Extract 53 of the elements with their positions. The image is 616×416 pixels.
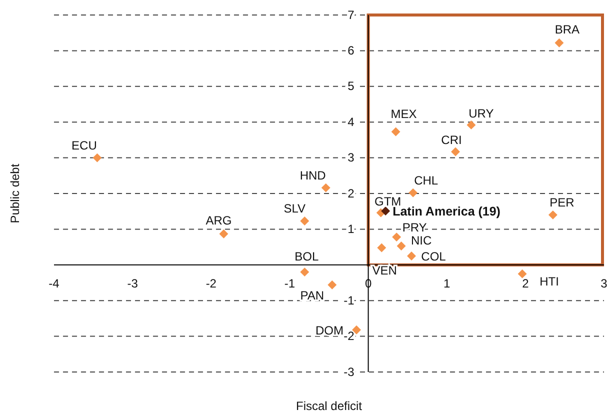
annotation: PER xyxy=(550,195,575,210)
annotation: PAN xyxy=(300,288,324,302)
point xyxy=(396,242,406,250)
point xyxy=(392,232,402,242)
annotation: ECU xyxy=(72,138,97,152)
point xyxy=(219,229,228,238)
y-axis-title: Public debt xyxy=(8,163,22,224)
annotation: DOM xyxy=(316,323,344,338)
x-tick-label: -1 xyxy=(284,276,296,290)
annotation: CHL xyxy=(414,173,438,188)
x-tick-label: -3 xyxy=(127,276,138,290)
annotation: BOL xyxy=(294,250,319,264)
point xyxy=(391,127,400,136)
point xyxy=(300,216,310,226)
point xyxy=(408,188,418,198)
y-tick-label: 5 xyxy=(348,79,355,94)
y-tick-label: 6 xyxy=(348,44,355,58)
annotation: COL xyxy=(421,249,446,264)
point xyxy=(554,38,564,48)
y-tick-label: 2 xyxy=(348,186,355,200)
annotation: PRY xyxy=(402,220,427,235)
point xyxy=(381,206,390,216)
point xyxy=(328,280,337,290)
annotation: URY xyxy=(468,106,494,120)
x-axis-title: Fiscal deficit xyxy=(296,399,363,413)
x-tick-label: 2 xyxy=(522,276,530,290)
point xyxy=(548,210,558,220)
annotation: VEN xyxy=(372,263,397,278)
y-tick-label: 3 xyxy=(348,150,355,165)
x-tick-label: 1 xyxy=(444,276,451,290)
point xyxy=(300,268,310,277)
point xyxy=(377,243,386,252)
point xyxy=(92,153,102,162)
point xyxy=(321,183,330,192)
y-tick-label: 1 xyxy=(348,222,355,236)
y-tick-label: 4 xyxy=(348,114,355,129)
x-tick-label: -2 xyxy=(206,276,217,290)
point xyxy=(518,269,527,278)
y-tick-label: 7 xyxy=(348,8,355,22)
annotation: BRA xyxy=(554,22,580,36)
point xyxy=(451,147,460,156)
annotation: SLV xyxy=(284,201,306,216)
annotation: CRI xyxy=(441,133,462,148)
point xyxy=(466,120,476,130)
annotation: HND xyxy=(300,168,326,182)
annotation: ARG xyxy=(206,213,232,228)
annotation: MEX xyxy=(390,107,417,122)
x-tick-label: 3 xyxy=(600,276,608,290)
x-tick-label: -4 xyxy=(48,276,60,290)
annotation: HTI xyxy=(540,274,559,288)
annotation: NIC xyxy=(410,233,432,248)
point xyxy=(407,252,416,260)
point xyxy=(352,325,361,334)
